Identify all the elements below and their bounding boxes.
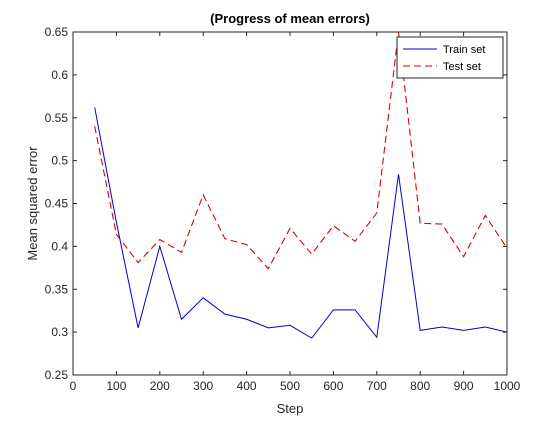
x-tick-label: 200 bbox=[150, 379, 170, 393]
x-tick-label: 1000 bbox=[494, 379, 521, 393]
y-tick-label: 0.55 bbox=[45, 111, 69, 125]
legend-box bbox=[396, 36, 504, 79]
y-tick-label: 0.35 bbox=[45, 282, 69, 296]
x-tick-label: 600 bbox=[323, 379, 343, 393]
x-tick-label: 100 bbox=[106, 379, 126, 393]
legend-label-test-set: Test set bbox=[443, 61, 481, 73]
y-tick-label: 0.4 bbox=[51, 239, 68, 253]
y-tick-label: 0.65 bbox=[45, 25, 69, 39]
y-tick-label: 0.5 bbox=[51, 154, 68, 168]
x-tick-label: 0 bbox=[70, 379, 77, 393]
x-tick-label: 300 bbox=[193, 379, 213, 393]
x-axis-label: Step bbox=[277, 401, 304, 416]
series-line-test-set bbox=[94, 32, 507, 270]
chart-title: (Progress of mean errors) bbox=[210, 11, 370, 26]
y-tick-label: 0.45 bbox=[45, 197, 69, 211]
x-tick-label: 500 bbox=[280, 379, 300, 393]
series-line-train-set bbox=[94, 107, 507, 339]
y-axis-label: Mean squared error bbox=[25, 146, 40, 261]
plot-area bbox=[73, 32, 507, 375]
y-tick-label: 0.3 bbox=[51, 325, 68, 339]
x-tick-label: 900 bbox=[454, 379, 474, 393]
x-tick-label: 400 bbox=[237, 379, 257, 393]
y-tick-label: 0.25 bbox=[45, 368, 69, 382]
x-tick-label: 700 bbox=[367, 379, 387, 393]
y-tick-label: 0.6 bbox=[51, 68, 68, 82]
x-tick-label: 800 bbox=[410, 379, 430, 393]
legend-label-train-set: Train set bbox=[443, 44, 485, 56]
